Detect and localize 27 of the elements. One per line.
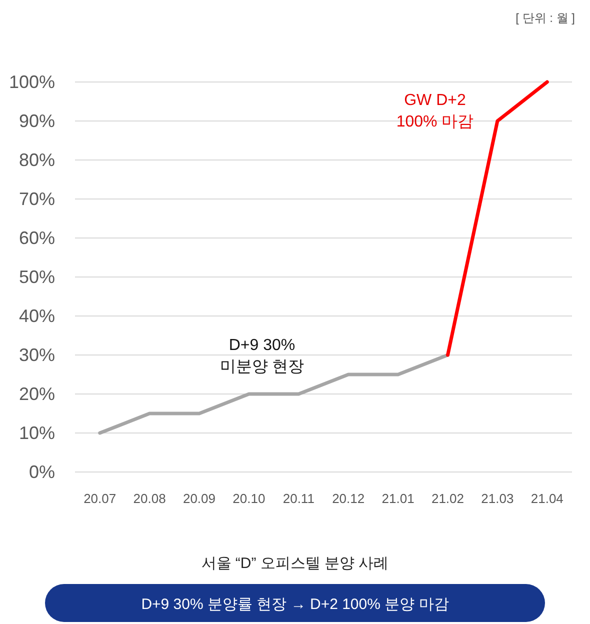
x-tick-label: 21.02 xyxy=(431,491,464,506)
text: [ 단위 : 월 ] xyxy=(516,11,575,25)
text: D+9 30% 분양률 현장 → D+2 100% 분양 마감 xyxy=(141,596,449,613)
y-tick-label: 60% xyxy=(18,228,55,248)
y-tick-label: 70% xyxy=(18,189,55,209)
y-tick-label: 0% xyxy=(28,462,55,482)
x-tick-label: 20.10 xyxy=(232,491,266,506)
annotation: D+9 30% 미분양 현장 xyxy=(220,337,304,376)
x-tick-label: 20.11 xyxy=(282,491,314,506)
line-series xyxy=(98,353,450,435)
y-tick-label: 20% xyxy=(18,384,55,404)
annotation: GW D+2 100% 마감 xyxy=(396,92,474,131)
x-tick-label: 20.12 xyxy=(332,491,365,506)
x-tick-label: 21.04 xyxy=(530,491,564,506)
y-tick-label: 10% xyxy=(18,423,55,443)
y-tick-label: 40% xyxy=(18,306,55,326)
x-tick-label: 21.01 xyxy=(382,491,414,506)
x-tick-label: 20.09 xyxy=(182,491,216,506)
x-tick-label: 21.03 xyxy=(481,491,514,506)
y-tick-label: 80% xyxy=(18,150,55,170)
y-tick-label: 100% xyxy=(8,72,55,92)
x-tick-label: 20.08 xyxy=(133,491,166,506)
y-tick-label: 50% xyxy=(18,267,55,287)
y-tick-label: 90% xyxy=(18,111,55,131)
y-tick-label: 30% xyxy=(18,345,55,365)
x-tick-label: 20.07 xyxy=(84,491,116,506)
text: 서울 “D” 오피스텔 분양 사례 xyxy=(201,555,389,572)
